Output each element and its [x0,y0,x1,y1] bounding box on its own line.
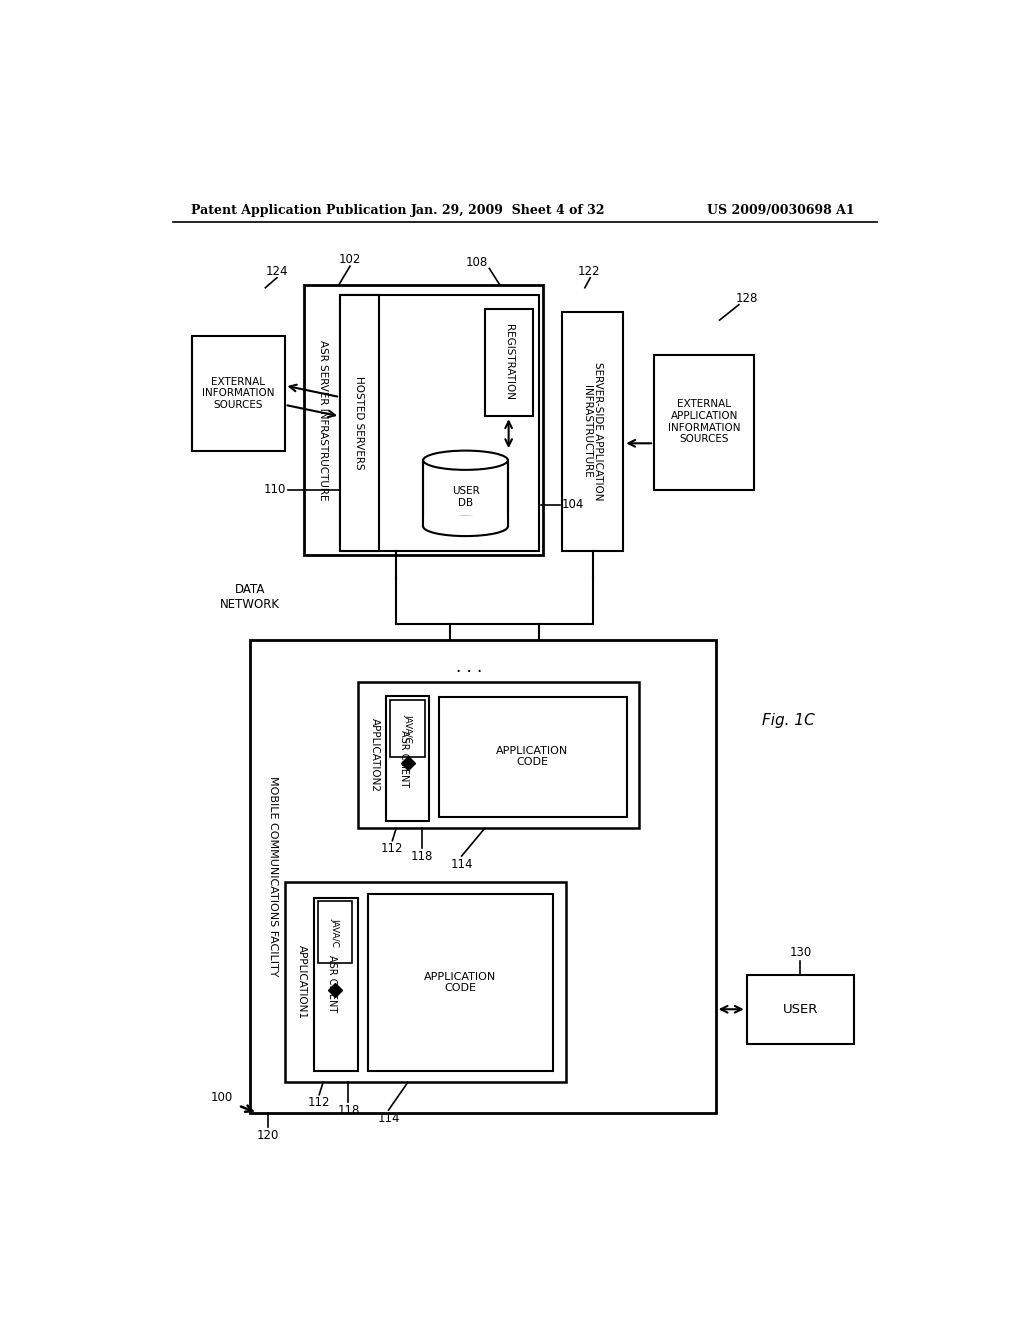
Bar [313,898,357,1071]
Bar [654,355,755,490]
Bar [193,335,285,451]
Text: 100: 100 [210,1092,232,1105]
Text: 124: 124 [265,265,288,277]
Bar [317,902,352,964]
Bar [438,697,628,817]
Bar [340,296,379,552]
Text: 112: 112 [381,842,403,855]
Text: 114: 114 [451,858,473,871]
Text: EXTERNAL
APPLICATION
INFORMATION
SOURCES: EXTERNAL APPLICATION INFORMATION SOURCES [668,400,740,444]
Text: APPLICATION2: APPLICATION2 [371,718,381,792]
Text: JAVA/C: JAVA/C [330,917,339,946]
Text: US 2009/0030698 A1: US 2009/0030698 A1 [707,205,854,218]
Text: 128: 128 [735,292,758,305]
Bar [285,882,565,1082]
Text: 110: 110 [264,483,286,496]
Text: APPLICATION1: APPLICATION1 [297,945,306,1019]
Bar [423,461,508,525]
Text: HOSTED SERVERS: HOSTED SERVERS [354,376,365,470]
Text: 118: 118 [337,1104,359,1117]
Text: Patent Application Publication: Patent Application Publication [190,205,407,218]
Text: JAVA/C: JAVA/C [403,714,413,743]
Text: ASR CLIENT: ASR CLIENT [399,730,409,787]
Text: 114: 114 [377,1111,399,1125]
Text: SERVER-SIDE APPLICATION
INFRASTRUCTURE: SERVER-SIDE APPLICATION INFRASTRUCTURE [582,363,603,502]
Text: ASR SERVER INFRASTRUCTURE: ASR SERVER INFRASTRUCTURE [318,341,328,500]
Text: USER: USER [782,1003,818,1016]
Text: MOBILE COMMUNICATIONS FACILITY: MOBILE COMMUNICATIONS FACILITY [268,776,278,977]
Text: 104: 104 [562,499,584,511]
Text: 102: 102 [339,253,361,267]
Text: Fig. 1C: Fig. 1C [762,713,815,729]
Bar [386,696,429,821]
Bar [357,682,639,829]
Bar [746,974,854,1044]
Bar [304,285,543,554]
Text: DATA
NETWORK: DATA NETWORK [220,583,280,611]
Text: 118: 118 [411,850,433,863]
Text: 112: 112 [308,1096,331,1109]
Text: REGISTRATION: REGISTRATION [504,325,514,400]
Ellipse shape [423,517,508,536]
Text: Jan. 29, 2009  Sheet 4 of 32: Jan. 29, 2009 Sheet 4 of 32 [411,205,605,218]
Ellipse shape [423,450,508,470]
Text: APPLICATION
CODE: APPLICATION CODE [497,746,568,767]
Bar [340,296,539,552]
Bar [368,894,553,1071]
Text: 120: 120 [256,1129,279,1142]
Bar [250,640,716,1113]
Text: EXTERNAL
INFORMATION
SOURCES: EXTERNAL INFORMATION SOURCES [202,376,274,409]
Bar [390,700,425,758]
Text: . . .: . . . [457,657,482,676]
Text: USER
DB: USER DB [452,486,479,508]
Text: 130: 130 [790,946,812,960]
Bar [562,313,624,552]
Bar [484,309,532,416]
Text: 122: 122 [578,265,600,277]
Text: ASR CLIENT: ASR CLIENT [328,956,337,1012]
Text: APPLICATION
CODE: APPLICATION CODE [424,972,497,993]
Bar [422,516,509,525]
Text: 108: 108 [466,256,488,268]
